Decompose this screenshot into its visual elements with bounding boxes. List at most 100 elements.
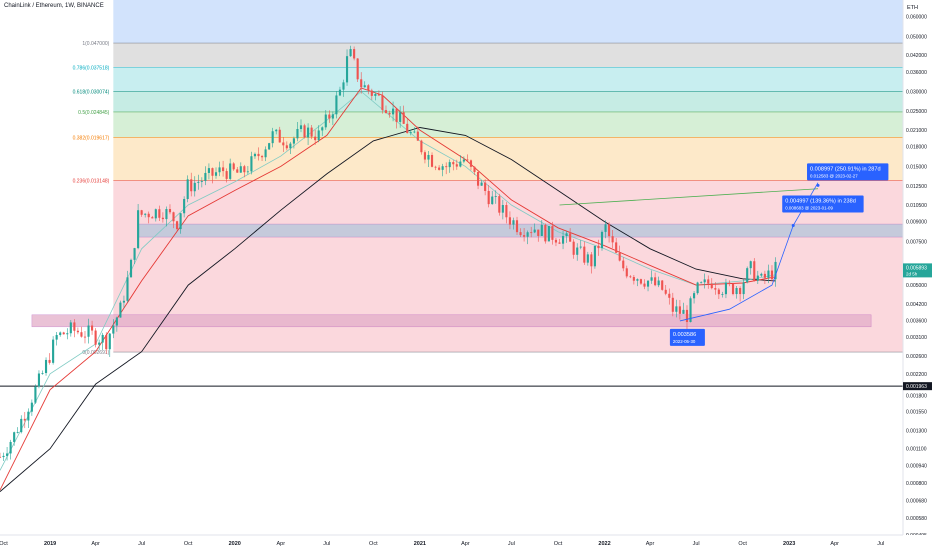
candle-body <box>604 224 607 232</box>
candle-body <box>657 280 660 286</box>
candle-body <box>572 241 575 255</box>
candle-body <box>360 79 363 88</box>
candle-body <box>533 229 536 233</box>
candle-body <box>236 169 239 173</box>
candle-body <box>207 168 210 173</box>
candle-body <box>314 136 317 141</box>
candle-body <box>338 89 342 96</box>
candle-body <box>9 441 12 454</box>
hline-price-text: 0.001963 <box>906 384 927 390</box>
candle-body <box>246 171 249 173</box>
candle-body <box>696 282 699 294</box>
time-tick-label: Oct <box>184 541 193 547</box>
candle-body <box>218 167 221 173</box>
price-tick-label: 0.050000 <box>906 34 927 40</box>
candle-body <box>30 402 33 412</box>
candle-body <box>285 145 288 149</box>
time-tick-label: Apr <box>276 541 285 547</box>
candle-body <box>229 163 232 179</box>
candle-body <box>168 209 172 213</box>
target1-point <box>791 224 795 228</box>
hline-price-tag <box>903 382 932 391</box>
candle-body <box>423 152 427 160</box>
candle-body <box>243 166 246 173</box>
candle-body <box>540 224 543 236</box>
candle-body <box>151 217 154 219</box>
low-label-bg <box>669 328 705 346</box>
candle-body <box>554 239 558 243</box>
candle-body <box>292 138 295 144</box>
low-label-text: 0.003586 <box>673 332 696 338</box>
candle-body <box>16 432 19 433</box>
time-axis[interactable]: Oct 2019 Apr Jul Oct 2020 Apr Jul Oct 2021 Apr Jul O… <box>0 534 932 550</box>
candle-body <box>137 210 140 249</box>
candle-body <box>693 293 696 299</box>
fib-band <box>113 91 904 112</box>
candle-body <box>469 160 473 167</box>
candle-body <box>551 226 554 240</box>
price-tick-label: 0.001300 <box>906 429 927 435</box>
fib-lines: 1.618(0.074653)1(0.047000)0.786(0.037518… <box>73 41 903 356</box>
candle-body <box>222 167 225 172</box>
fib-label: 0.236(0.013148) <box>73 179 110 185</box>
candle-body <box>370 90 373 96</box>
candle-body <box>434 166 437 168</box>
candle-body <box>331 114 334 119</box>
candle-body <box>707 279 710 284</box>
candle-body <box>377 94 380 96</box>
candle-body <box>83 336 87 338</box>
time-tick-label: 2022 <box>598 541 610 547</box>
price-tick-label: 0.009000 <box>906 220 927 226</box>
candle-body <box>161 217 164 220</box>
candle-body <box>512 220 515 225</box>
candle-body <box>321 127 324 131</box>
price-tick-label: 0.042000 <box>906 53 927 59</box>
price-tick-label: 0.007500 <box>906 239 927 245</box>
candle-body <box>597 245 600 249</box>
time-tick-label: Oct <box>738 541 747 547</box>
fib-label: 0.618(0.030074) <box>73 89 110 95</box>
candle-body <box>413 131 416 133</box>
candle-body <box>197 181 200 183</box>
last-price-text: 0.005893 <box>906 265 927 271</box>
time-tick-label: 2023 <box>783 541 795 547</box>
candle-body <box>335 95 338 115</box>
candle-body <box>487 190 490 205</box>
candle-body <box>299 125 303 129</box>
candle-body <box>636 279 639 281</box>
candle-body <box>112 325 115 334</box>
candle-body <box>717 289 720 295</box>
price-tick-label: 0.001100 <box>906 447 927 453</box>
candle-body <box>66 333 69 335</box>
candle-body <box>324 114 327 128</box>
candle-body <box>466 159 469 161</box>
candle-body <box>165 209 168 220</box>
candle-body <box>190 179 193 192</box>
time-tick-label: Apr <box>646 541 655 547</box>
candle-body <box>193 182 196 192</box>
candle-body <box>55 335 58 340</box>
candle-body <box>374 94 377 96</box>
candle-body <box>774 261 777 280</box>
candle-body <box>108 333 111 350</box>
candle-body <box>526 232 529 237</box>
time-tick-label: Apr <box>830 541 839 547</box>
candle-body <box>307 127 310 138</box>
price-axis[interactable]: ETH 0.060000 0.050000 0.042000 0.036000 0.030… <box>902 0 932 550</box>
candle-body <box>101 334 104 343</box>
candle-body <box>622 260 625 269</box>
candle-body <box>73 322 76 331</box>
price-tick-label: 0.060000 <box>906 15 927 21</box>
fib-label: 1(0.047000) <box>82 41 109 47</box>
candle-body <box>710 283 713 289</box>
fib-bands <box>113 0 904 353</box>
candle-body <box>154 209 157 219</box>
price-tick-label: 0.036000 <box>906 70 927 76</box>
currency-label: ETH <box>907 5 918 11</box>
candle-body <box>363 85 366 88</box>
candle-body <box>579 246 582 248</box>
candle-body <box>615 242 618 253</box>
